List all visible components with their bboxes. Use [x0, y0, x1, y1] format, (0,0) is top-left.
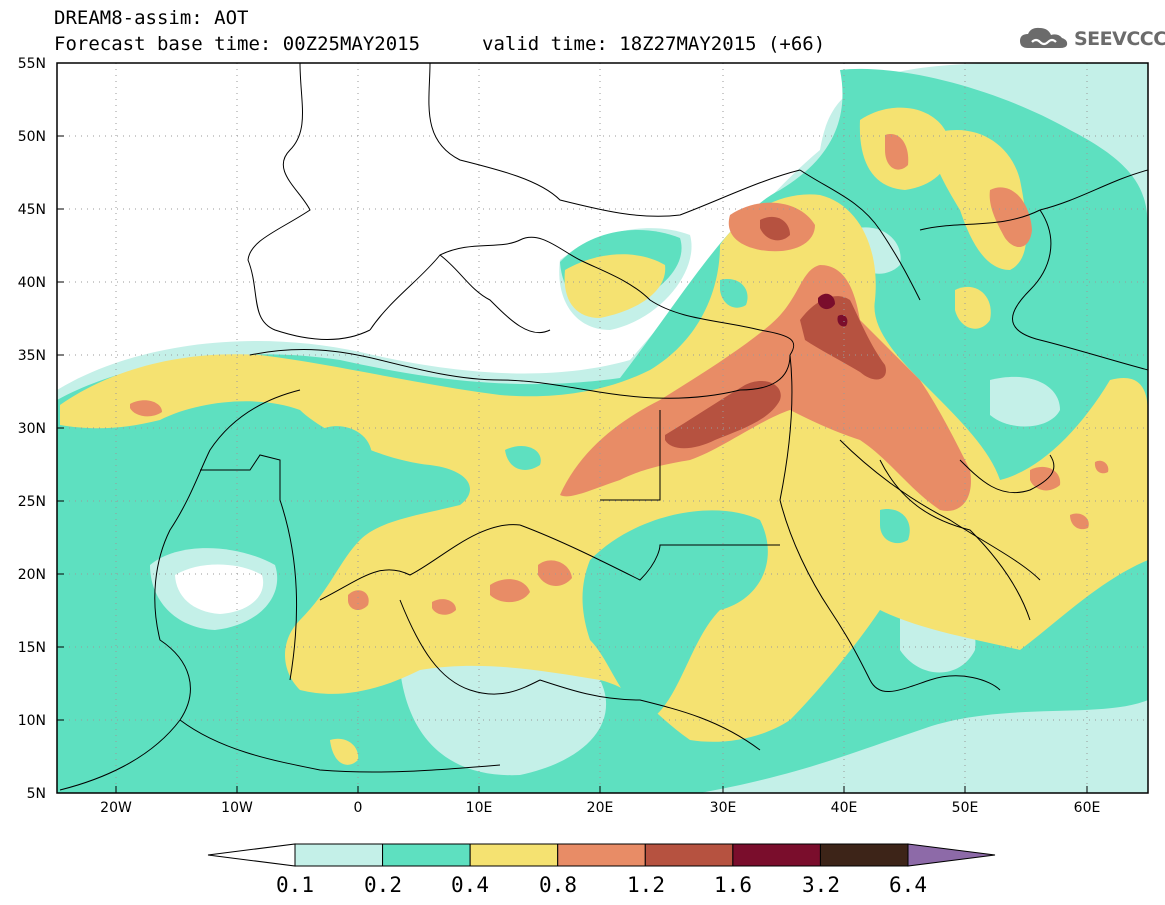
colorbar-label-0-1: 0.1 [276, 873, 314, 897]
lon-label-50e: 50E [952, 800, 979, 816]
aot-field [57, 63, 1148, 793]
lon-label-0: 0 [354, 800, 363, 816]
lat-label-5n: 5N [27, 786, 46, 802]
colorbar-label-1-6: 1.6 [714, 873, 752, 897]
lon-label-30e: 30E [710, 800, 737, 816]
colorbar-under-triangle [207, 843, 296, 867]
logo-text: SEEVCCC [1074, 28, 1165, 50]
tick-marks [57, 135, 1088, 793]
colorbar-segment [819, 843, 909, 867]
lat-label-50n: 50N [18, 129, 46, 145]
colorbar-labels: 0.1 0.2 0.4 0.8 1.2 1.6 3.2 6.4 [276, 873, 927, 897]
colorbar-label-1-2: 1.2 [627, 873, 665, 897]
lat-label-15n: 15N [18, 640, 46, 656]
lon-label-10e: 10E [466, 800, 493, 816]
colorbar-segment [557, 843, 646, 867]
valid-time: valid time: 18Z27MAY2015 (+66) [482, 33, 826, 55]
colorbar-segment [382, 843, 471, 867]
colorbar-segment [294, 843, 384, 867]
lat-label-25n: 25N [18, 494, 46, 510]
colorbar [207, 843, 996, 867]
lon-label-20e: 20E [587, 800, 614, 816]
colorbar-over-triangle [907, 843, 996, 867]
seevccc-logo: SEEVCCC [1018, 26, 1165, 52]
colorbar-segment [469, 843, 559, 867]
lat-label-45n: 45N [18, 202, 46, 218]
lat-label-30n: 30N [18, 421, 46, 437]
lat-label-10n: 10N [18, 713, 46, 729]
lon-label-40e: 40E [831, 800, 858, 816]
lon-label-60e: 60E [1074, 800, 1101, 816]
lat-label-35n: 35N [18, 348, 46, 364]
lon-label-10w: 10W [221, 800, 253, 816]
cloud-icon [1020, 27, 1068, 48]
colorbar-label-0-4: 0.4 [451, 873, 489, 897]
lat-label-20n: 20N [18, 567, 46, 583]
lat-label-55n: 55N [18, 56, 46, 72]
colorbar-segment [644, 843, 734, 867]
colorbar-label-3-2: 3.2 [802, 873, 840, 897]
colorbar-label-0-8: 0.8 [539, 873, 577, 897]
latitude-labels: 55N 50N 45N 40N 35N 30N 25N 20N 15N 10N … [18, 56, 46, 802]
lon-label-20w: 20W [100, 800, 132, 816]
coastlines [59, 63, 1148, 791]
longitude-labels: 20W 10W 0 10E 20E 30E 40E 50E 60E [100, 800, 1100, 816]
forecast-base-time: Forecast base time: 00Z25MAY2015 [54, 33, 421, 55]
colorbar-segment [732, 843, 821, 867]
colorbar-label-6-4: 6.4 [889, 873, 927, 897]
map-title: DREAM8-assim: AOT [54, 7, 249, 29]
lat-label-40n: 40N [18, 275, 46, 291]
colorbar-label-0-2: 0.2 [364, 873, 402, 897]
